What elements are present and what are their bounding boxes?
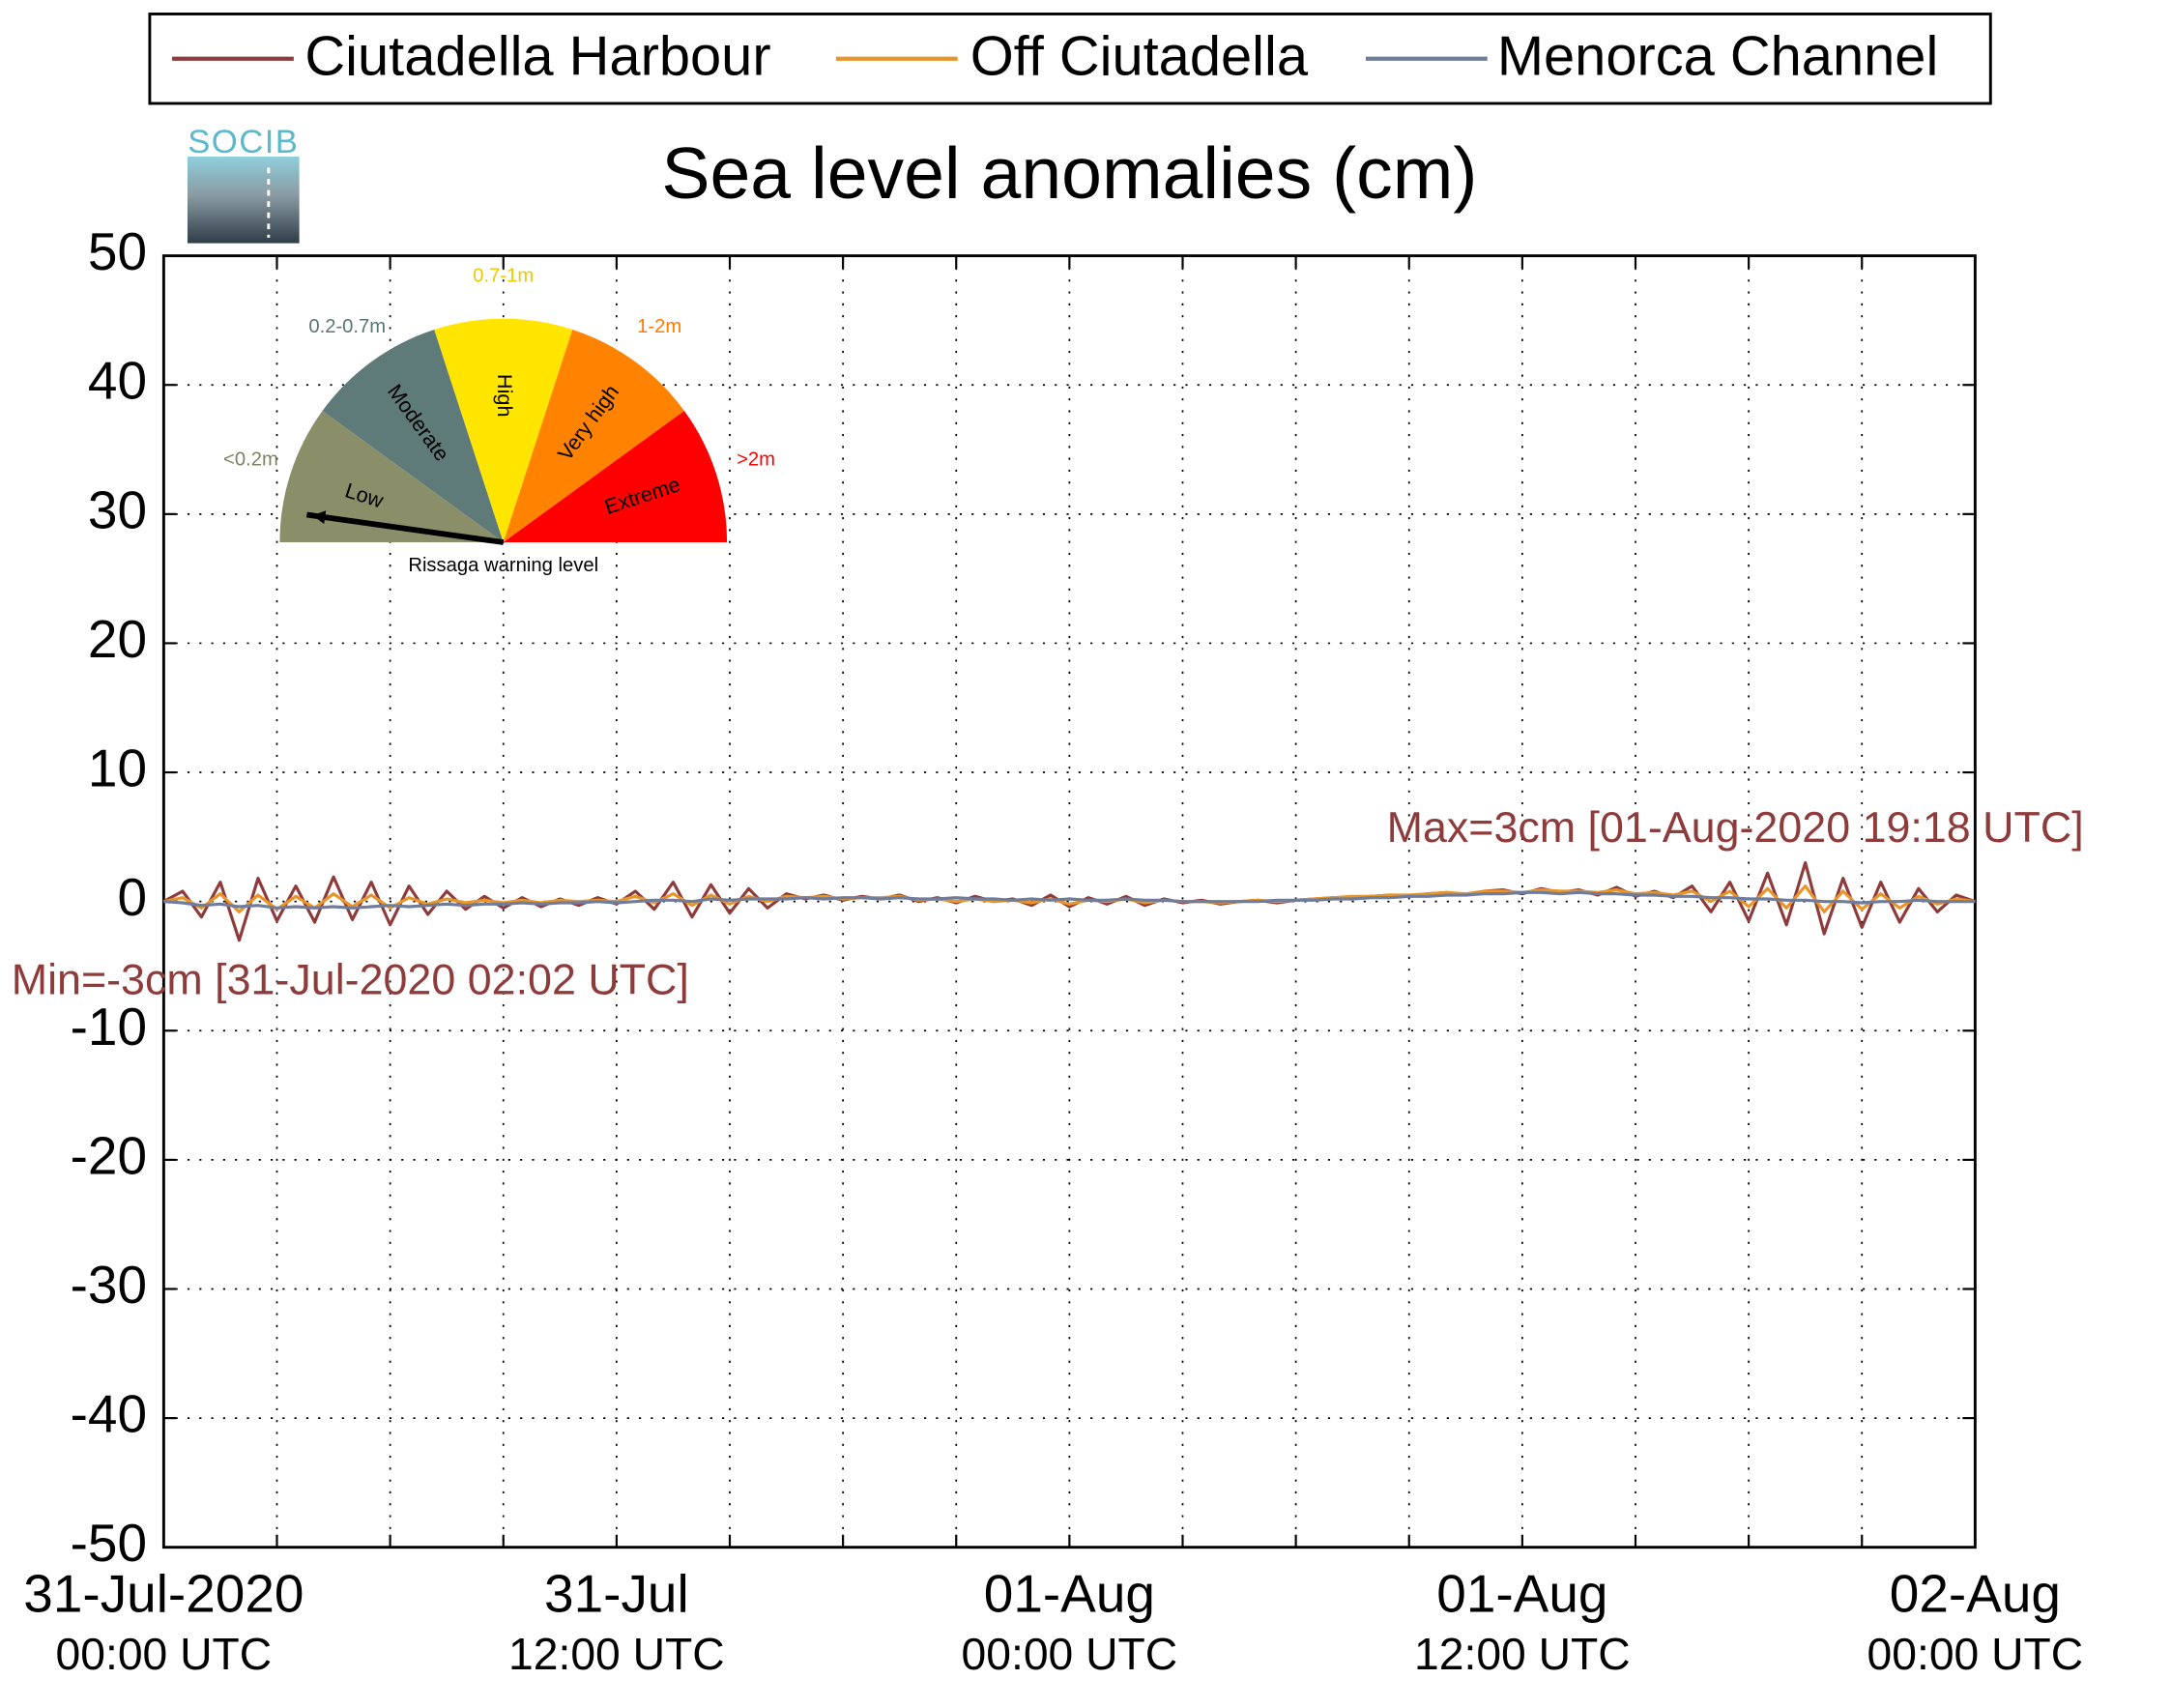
y-tick-label: -40 bbox=[71, 1384, 147, 1444]
x-tick-label: 31-Jul-2020 bbox=[23, 1563, 304, 1623]
x-tick-sublabel: 00:00 UTC bbox=[1867, 1629, 2084, 1679]
annotation: Min=-3cm [31-Jul-2020 02:02 UTC] bbox=[12, 955, 689, 1003]
y-tick-label: -30 bbox=[71, 1255, 147, 1315]
logo-block bbox=[187, 156, 300, 244]
gauge-wedge bbox=[434, 318, 573, 543]
gauge-range-label: >2m bbox=[737, 449, 775, 470]
series-line bbox=[163, 890, 1976, 910]
gauge-wedge bbox=[322, 330, 504, 543]
legend-label: Off Ciutadella bbox=[970, 25, 1309, 87]
y-tick-label: 30 bbox=[88, 479, 147, 539]
legend-box bbox=[148, 13, 1992, 105]
y-tick-label: -50 bbox=[71, 1513, 147, 1573]
gauge-needle-head bbox=[312, 510, 327, 524]
gauge-range-label: 1-2m bbox=[637, 316, 681, 337]
gauge-range-label: 0.7-1m bbox=[473, 266, 534, 287]
gauge-wedge bbox=[503, 330, 684, 543]
gauge: <0.2mLow0.2-0.7mModerate0.7-1mHigh1-2mVe… bbox=[223, 266, 775, 576]
x-tick-label: 01-Aug bbox=[1436, 1563, 1607, 1623]
legend-label: Menorca Channel bbox=[1497, 25, 1938, 87]
y-tick-label: 0 bbox=[117, 867, 147, 927]
gauge-wedge bbox=[279, 411, 504, 543]
gauge-title: Rissaga warning level bbox=[408, 555, 598, 576]
x-tick-sublabel: 12:00 UTC bbox=[508, 1629, 725, 1679]
logo-text: SOCIB bbox=[188, 124, 299, 160]
x-tick-label: 01-Aug bbox=[984, 1563, 1155, 1623]
gauge-needle bbox=[306, 511, 505, 545]
annotation: Max=3cm [01-Aug-2020 19:18 UTC] bbox=[1387, 803, 2084, 852]
logo: SOCIB bbox=[187, 124, 300, 244]
y-tick-label: 20 bbox=[88, 609, 147, 669]
gauge-range-label: <0.2m bbox=[223, 449, 278, 470]
y-tick-label: 40 bbox=[88, 351, 147, 411]
gauge-wedge bbox=[503, 411, 728, 543]
gauge-level-name: High bbox=[493, 374, 517, 418]
y-tick-label: -10 bbox=[71, 997, 147, 1057]
plot-area: -50 -40 -30 -20 -10 0 10 20 30 40 50 31-Jul-2020 00:… bbox=[23, 221, 2083, 1679]
chart-title: Sea level anomalies (cm) bbox=[661, 132, 1477, 214]
legend-label: Ciutadella Harbour bbox=[304, 25, 770, 87]
y-tick-label: -20 bbox=[71, 1125, 147, 1185]
x-tick-sublabel: 00:00 UTC bbox=[56, 1629, 273, 1679]
x-tick-sublabel: 12:00 UTC bbox=[1414, 1629, 1631, 1679]
y-tick-label: 50 bbox=[88, 221, 147, 281]
x-tick-label: 02-Aug bbox=[1890, 1563, 2061, 1623]
y-tick-label: 10 bbox=[88, 738, 147, 798]
gauge-range-label: 0.2-0.7m bbox=[308, 316, 386, 337]
x-tick-sublabel: 00:00 UTC bbox=[962, 1629, 1178, 1679]
x-tick-label: 31-Jul bbox=[544, 1563, 689, 1623]
